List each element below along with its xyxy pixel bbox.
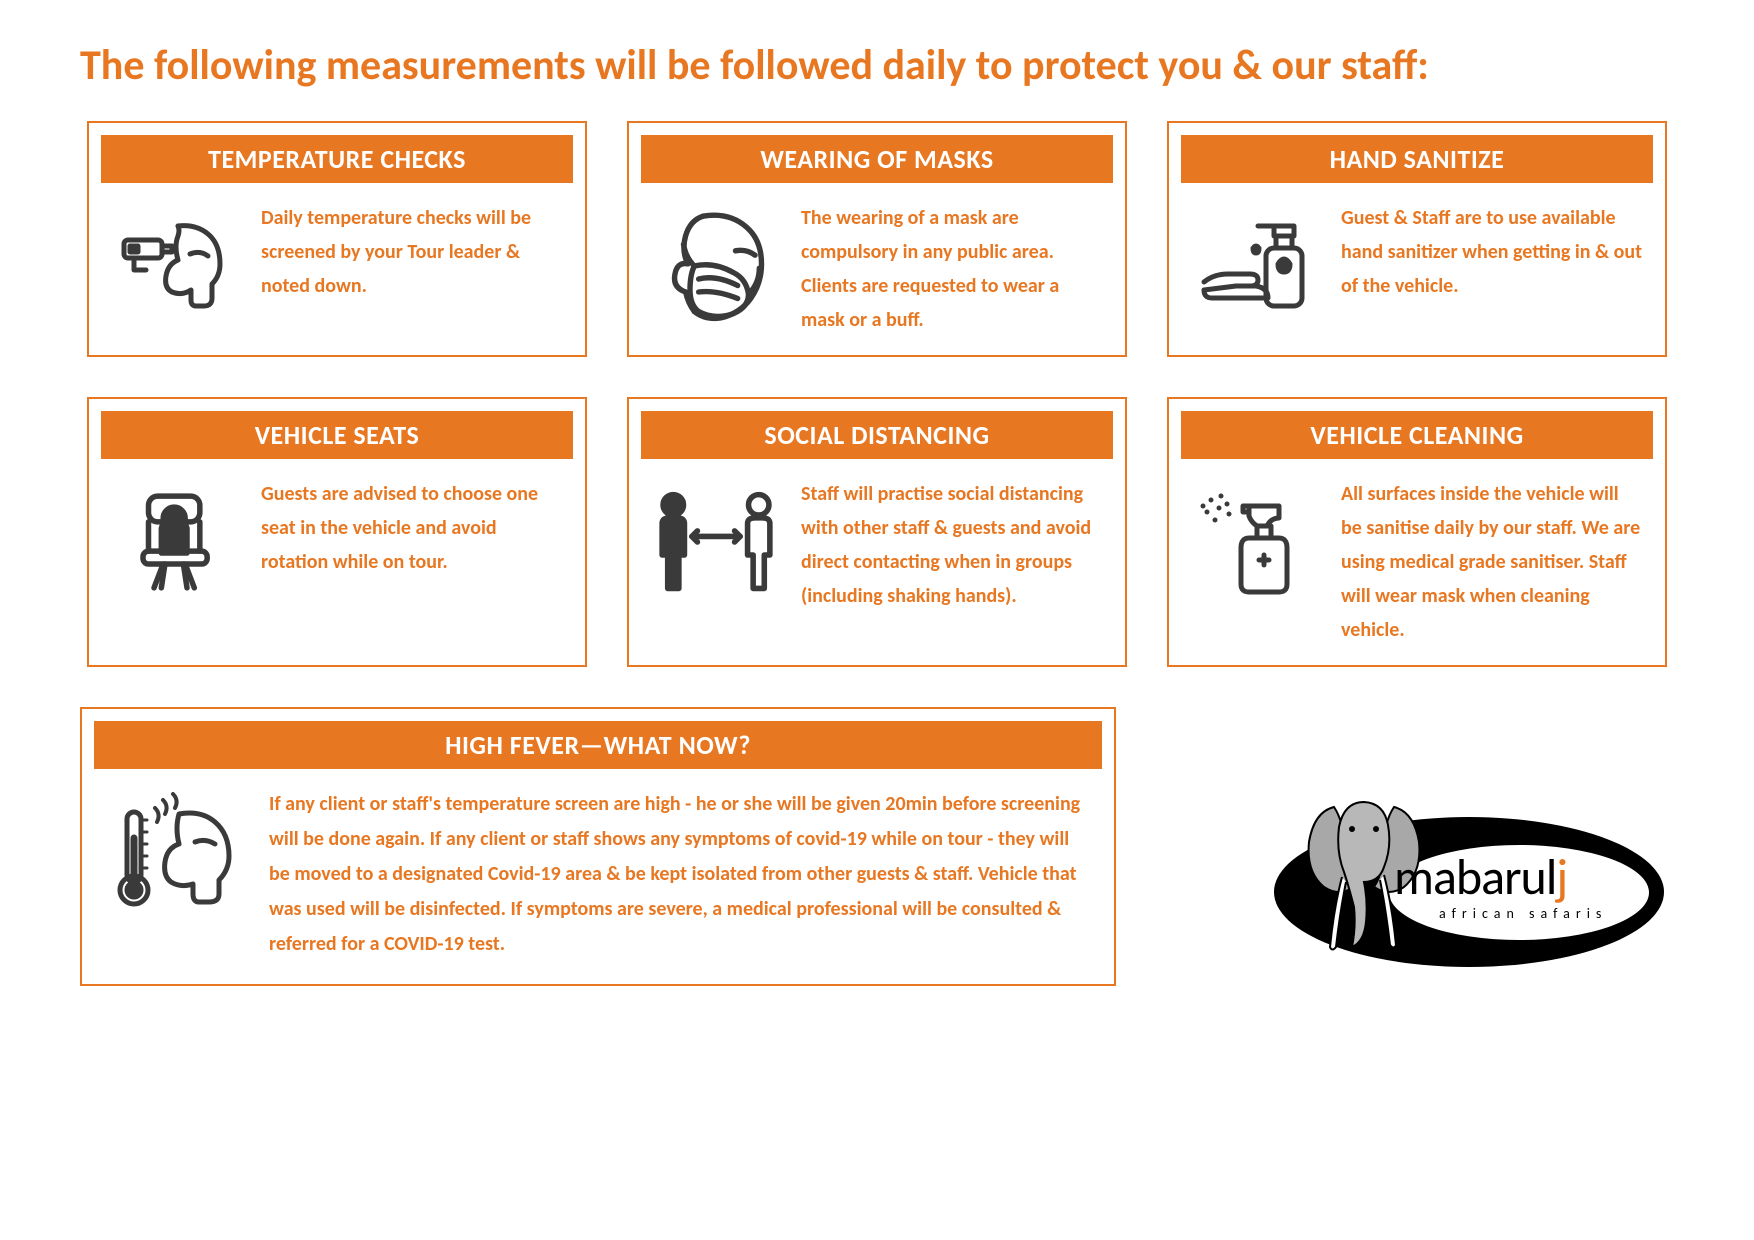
card-header: TEMPERATURE CHECKS (101, 135, 573, 183)
mask-icon (651, 201, 781, 331)
logo-container: mabarulj african safaris (1176, 707, 1674, 977)
card-text: If any client or staff's temperature scr… (269, 787, 1087, 962)
card-header: HIGH FEVER—WHAT NOW? (94, 721, 1102, 769)
card-high-fever: HIGH FEVER—WHAT NOW? If any client or st… (80, 707, 1116, 986)
card-text: The wearing of a mask are compulsory in … (801, 201, 1103, 337)
logo-brand-text: mabarul (1394, 847, 1556, 908)
card-vehicle-seats: VEHICLE SEATS Guests are advised to choo… (87, 397, 587, 667)
card-text: Daily temperature checks will be screene… (261, 201, 563, 303)
logo-brand-dot: j (1556, 847, 1567, 908)
card-text: Guest & Staff are to use available hand … (1341, 201, 1643, 303)
card-social-distancing: SOCIAL DISTANCING Staff will practise so… (627, 397, 1127, 667)
seat-icon (111, 477, 241, 607)
card-vehicle-cleaning: VEHICLE CLEANING (1167, 397, 1667, 667)
page-title: The following measurements will be follo… (80, 40, 1674, 91)
card-temperature-checks: TEMPERATURE CHECKS Daily temperature che… (87, 121, 587, 357)
card-wearing-masks: WEARING OF MASKS The wearing of a mask a… (627, 121, 1127, 357)
distancing-icon (651, 477, 781, 607)
logo-brand: mabarulj (1394, 847, 1567, 908)
fever-icon (109, 787, 249, 927)
card-text: Staff will practise social distancing wi… (801, 477, 1103, 613)
card-header: WEARING OF MASKS (641, 135, 1113, 183)
card-text: Guests are advised to choose one seat in… (261, 477, 563, 579)
temperature-check-icon (111, 201, 241, 331)
spray-icon (1191, 477, 1321, 607)
card-text: All surfaces inside the vehicle will be … (1341, 477, 1643, 647)
cards-grid: TEMPERATURE CHECKS Daily temperature che… (80, 121, 1674, 667)
bottom-row: HIGH FEVER—WHAT NOW? If any client or st… (80, 707, 1674, 986)
sanitizer-icon (1191, 201, 1321, 331)
card-header: VEHICLE CLEANING (1181, 411, 1653, 459)
card-header: VEHICLE SEATS (101, 411, 573, 459)
card-hand-sanitize: HAND SANITIZE Guest & Staff are to use a… (1167, 121, 1667, 357)
card-header: SOCIAL DISTANCING (641, 411, 1113, 459)
mabaruli-logo: mabarulj african safaris (1254, 787, 1674, 977)
card-header: HAND SANITIZE (1181, 135, 1653, 183)
logo-subtitle: african safaris (1439, 905, 1607, 922)
